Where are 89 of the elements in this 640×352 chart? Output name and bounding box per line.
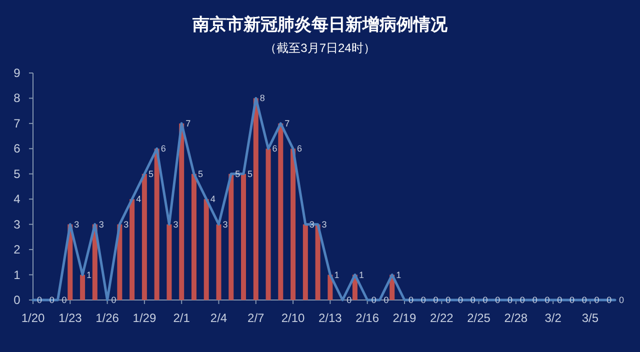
data-label: 4 — [210, 194, 216, 204]
bar — [154, 148, 160, 300]
data-label: 0 — [508, 295, 513, 305]
bar — [315, 224, 320, 300]
data-label: 1 — [358, 270, 364, 280]
data-label: 6 — [160, 144, 166, 154]
data-label: 6 — [272, 144, 278, 154]
data-label: 0 — [544, 295, 550, 305]
data-label: 0 — [606, 295, 612, 305]
x-tick-label: 2/22 — [430, 311, 454, 325]
chart-subtitle: （截至3月7日24时） — [264, 41, 376, 55]
x-tick-label: 2/13 — [318, 311, 342, 325]
data-label: 7 — [284, 118, 290, 128]
x-tick-label: 2/25 — [467, 311, 491, 325]
data-label: 5 — [198, 168, 203, 179]
data-label: 0 — [569, 295, 574, 305]
y-tick-label: 4 — [14, 192, 21, 206]
data-label: 3 — [98, 219, 104, 230]
y-tick-label: 5 — [14, 166, 21, 181]
data-label: 0 — [582, 295, 587, 305]
data-label: 0 — [371, 295, 376, 305]
data-label: 0 — [619, 295, 624, 305]
x-tick-label: 1/29 — [132, 311, 156, 325]
bar — [191, 174, 196, 300]
x-tick-label: 2/10 — [281, 311, 306, 325]
y-tick-label: 6 — [14, 142, 21, 156]
data-label: 0 — [446, 295, 451, 305]
data-label: 0 — [408, 295, 414, 305]
x-tick-label: 1/26 — [96, 311, 120, 325]
bar — [216, 224, 222, 300]
bar — [80, 274, 86, 300]
bar — [253, 98, 258, 300]
data-label: 3 — [74, 219, 80, 230]
x-tick-label: 1/20 — [21, 311, 45, 325]
y-tick-label: 0 — [14, 293, 21, 307]
x-tick-label: 1/23 — [58, 311, 82, 325]
bar — [302, 224, 308, 300]
data-label: 1 — [334, 270, 340, 280]
data-label: 5 — [248, 168, 253, 179]
data-label: 8 — [260, 93, 265, 104]
bar — [278, 123, 284, 300]
data-label: 5 — [235, 168, 240, 179]
chart-title: 南京市新冠肺炎每日新增病例情况 — [192, 15, 448, 34]
data-label: 6 — [297, 144, 302, 154]
data-label: 3 — [124, 219, 129, 230]
y-tick-label: 9 — [14, 66, 21, 80]
bar — [179, 123, 184, 300]
data-label: 0 — [433, 295, 438, 305]
x-tick-label: 3/5 — [582, 311, 599, 325]
data-label: 3 — [309, 219, 314, 230]
data-label: 0 — [470, 295, 476, 305]
data-label: 0 — [557, 295, 562, 305]
y-tick-label: 8 — [14, 91, 21, 106]
y-tick-label: 1 — [14, 268, 21, 282]
y-tick-label: 3 — [14, 217, 21, 232]
x-tick-label: 2/28 — [504, 311, 528, 325]
bar — [204, 199, 209, 300]
data-label: 0 — [532, 295, 538, 305]
x-tick-label: 2/19 — [392, 311, 416, 325]
data-label: 7 — [186, 118, 191, 128]
data-label: 0 — [49, 295, 54, 305]
data-label: 5 — [148, 168, 154, 179]
data-label: 3 — [222, 219, 228, 230]
x-tick-label: 2/7 — [248, 311, 265, 325]
x-tick-label: 2/4 — [210, 311, 228, 325]
x-tick-label: 2/16 — [356, 311, 380, 325]
bar — [166, 224, 172, 300]
x-tick-label: 2/1 — [173, 311, 190, 325]
y-tick-label: 7 — [14, 116, 21, 130]
data-label: 0 — [37, 295, 42, 305]
x-tick-label: 3/2 — [544, 311, 562, 325]
data-label: 0 — [495, 295, 500, 305]
bar — [290, 148, 296, 300]
data-label: 0 — [482, 295, 488, 305]
bar — [228, 174, 234, 300]
data-label: 0 — [458, 295, 464, 305]
data-label: 1 — [396, 270, 402, 280]
data-label: 4 — [136, 194, 142, 204]
data-label: 0 — [520, 295, 525, 305]
bar — [241, 174, 246, 300]
bar — [130, 199, 135, 300]
data-label: 0 — [420, 295, 426, 305]
y-tick-label: 2 — [14, 242, 21, 257]
bar — [266, 148, 271, 300]
data-label: 1 — [86, 270, 92, 280]
bar — [142, 174, 147, 300]
data-label: 3 — [322, 219, 327, 230]
data-label: 0 — [594, 295, 600, 305]
data-label: 3 — [173, 219, 178, 230]
